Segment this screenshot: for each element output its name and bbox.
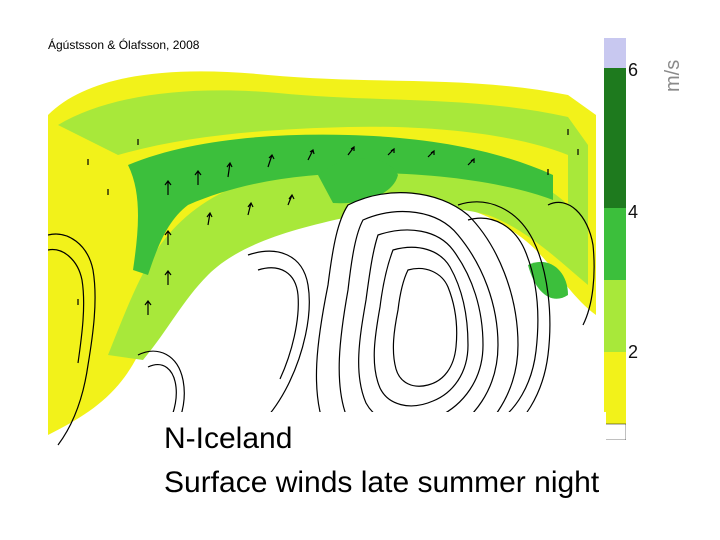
caption-title: N-Iceland	[164, 422, 293, 455]
green-core	[128, 134, 553, 275]
green-patch	[318, 158, 398, 204]
scale-yellow	[604, 352, 626, 424]
terrain-contours	[48, 192, 595, 466]
scale-green	[604, 208, 626, 280]
scale-violet	[604, 38, 626, 68]
legend-unit-label: m/s	[662, 59, 684, 92]
caption-box: N-Iceland Surface winds late summer nigh…	[158, 412, 606, 512]
light-green-band	[58, 90, 588, 360]
source-credit: Ágústsson & Ólafsson, 2008	[48, 38, 200, 52]
wind-speed-map	[48, 55, 596, 487]
legend-tick-4: 4	[628, 202, 639, 222]
wind-arrows	[77, 129, 579, 315]
scale-dark-green	[604, 68, 626, 208]
legend-tick-6: 6	[628, 60, 639, 80]
legend-tick-2: 2	[628, 342, 639, 362]
green-right	[528, 261, 568, 299]
scale-white	[604, 423, 626, 440]
scale-light-green	[604, 280, 626, 352]
color-scale-bar	[604, 38, 626, 440]
caption-subtitle: Surface winds late summer night	[164, 466, 600, 499]
